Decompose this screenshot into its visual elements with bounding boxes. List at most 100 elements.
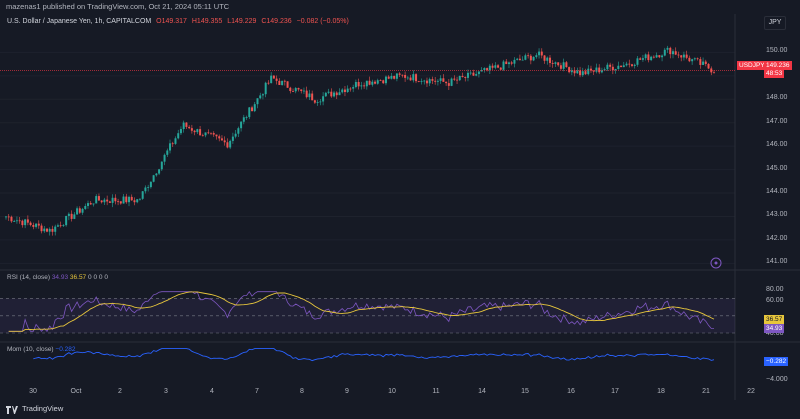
time-tick-label: 3: [164, 388, 168, 395]
candle-body: [185, 122, 188, 127]
candle-body: [535, 55, 538, 57]
candle-body: [108, 201, 111, 203]
rsi-layer: [0, 290, 735, 334]
candle-body: [89, 203, 92, 205]
candle-body: [406, 77, 409, 79]
time-tick-label: 22: [747, 388, 755, 395]
candle-body: [133, 200, 136, 203]
candle-body: [147, 187, 150, 188]
candle-body: [669, 47, 672, 55]
candle-body: [409, 77, 412, 81]
candle-body: [420, 81, 423, 82]
candle-body: [330, 91, 333, 97]
candle-body: [573, 70, 576, 74]
candle-body: [363, 85, 366, 87]
candle-body: [84, 205, 87, 209]
candle-body: [87, 203, 90, 206]
candle-body: [316, 102, 319, 103]
candle-body: [179, 129, 182, 134]
candle-body: [494, 65, 497, 68]
candle-body: [259, 95, 262, 99]
time-tick-label: 18: [657, 388, 665, 395]
candle-body: [311, 93, 314, 101]
candle-body: [636, 58, 639, 65]
candle-body: [188, 126, 191, 129]
candle-body: [324, 92, 327, 97]
candle-body: [576, 70, 579, 74]
mom-value-badge: −0.282: [764, 357, 789, 366]
candle-body: [166, 150, 169, 155]
candle-body: [625, 63, 628, 66]
candle-body: [171, 143, 174, 145]
main-legend: U.S. Dollar / Japanese Yen, 1h, CAPITALC…: [7, 16, 352, 28]
candle-body: [106, 199, 109, 202]
candle-body: [155, 173, 158, 176]
rsi-value: 34.93: [51, 274, 69, 281]
currency-button[interactable]: JPY: [764, 16, 786, 30]
candle-body: [70, 213, 73, 219]
candle-body: [292, 91, 295, 92]
candle-body: [423, 80, 426, 82]
candle-body: [248, 107, 251, 118]
candle-body: [218, 136, 221, 139]
candle-body: [261, 94, 264, 96]
candle-body: [193, 130, 196, 133]
candle-body: [26, 219, 29, 223]
candle-body: [360, 85, 363, 87]
candle-body: [305, 90, 308, 98]
candle-body: [76, 208, 79, 215]
candle-body: [570, 70, 573, 73]
candle-body: [644, 54, 647, 59]
candle-body: [630, 64, 633, 66]
candle-body: [442, 78, 445, 82]
candle-body: [231, 136, 234, 141]
candle-body: [671, 51, 674, 55]
candle-body: [18, 220, 21, 222]
candle-body: [546, 57, 549, 61]
candle-body: [46, 228, 49, 232]
candle-body: [297, 88, 300, 90]
candle-body: [425, 80, 428, 84]
candle-body: [210, 132, 213, 134]
candle-body: [633, 64, 636, 66]
candle-body: [122, 196, 125, 204]
candle-body: [92, 203, 95, 205]
candle-body: [559, 65, 562, 69]
candle-body: [677, 54, 680, 56]
candle-body: [538, 51, 541, 56]
rsi-legend: RSI (14, close) 34.93 36.57 0 0 0 0: [7, 273, 108, 283]
time-tick-label: 9: [345, 388, 349, 395]
mom-line: [33, 348, 715, 362]
rsi-ma-value: 36.57: [69, 274, 87, 281]
candle-body: [674, 51, 677, 55]
candle-body: [125, 196, 128, 203]
candle-body: [461, 75, 464, 77]
time-tick-label: 4: [210, 388, 214, 395]
candle-body: [169, 143, 172, 151]
footer-brand: TradingView: [22, 404, 64, 413]
candle-body: [111, 197, 114, 203]
candle-body: [346, 88, 349, 93]
change-value: −0.082 (−0.05%): [296, 18, 349, 25]
candle-body: [439, 78, 442, 81]
high-value: H149.355: [191, 18, 223, 25]
candle-body: [376, 80, 379, 84]
candle-body: [354, 82, 357, 88]
publish-line: mazenas1 published on TradingView.com, O…: [6, 2, 230, 11]
rsi-level-80: 80.00: [766, 286, 784, 293]
price-tick-label: 142.00: [766, 234, 788, 242]
candle-body: [199, 129, 202, 136]
candle-body: [62, 225, 65, 226]
candle-body: [24, 219, 27, 226]
candle-body: [699, 59, 702, 65]
candle-body: [149, 181, 152, 188]
candle-body: [598, 67, 601, 73]
candle-body: [704, 61, 707, 64]
candle-body: [300, 89, 303, 92]
candle-body: [237, 128, 240, 134]
candle-body: [499, 67, 502, 70]
candle-body: [152, 175, 155, 182]
candle-body: [220, 138, 223, 141]
candle-body: [483, 68, 486, 70]
